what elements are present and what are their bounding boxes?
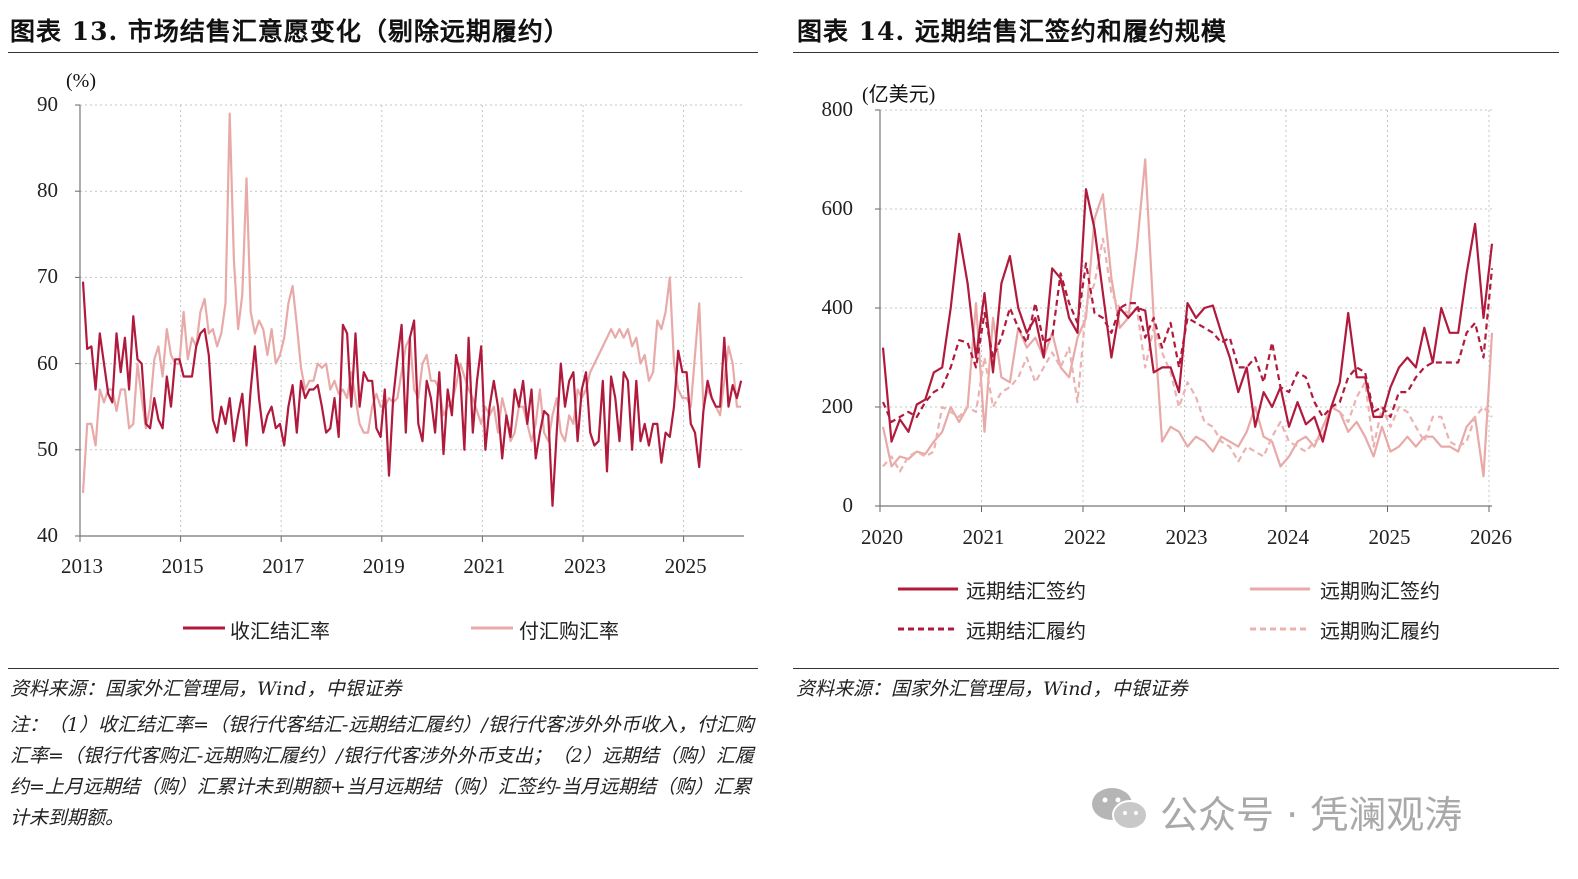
series-line-远期购汇履约 <box>882 237 1493 473</box>
y-tick-label: 0 <box>842 493 854 517</box>
watermark-text: 公众号 · 凭澜观涛 <box>1160 793 1463 837</box>
y-tick-label: 40 <box>37 523 58 547</box>
x-tick-label: 2022 <box>1064 525 1106 549</box>
left-source: 资料来源：国家外汇管理局，Wind，中银证券 <box>10 678 402 700</box>
x-tick-label: 2025 <box>664 554 707 578</box>
left-chart-title: 图表 13. 市场结售汇意愿变化（剔除远期履约） <box>10 17 570 46</box>
y-tick-label: 90 <box>37 92 58 116</box>
y-tick-label: 60 <box>37 350 58 375</box>
y-tick-label: 50 <box>37 436 58 461</box>
y-tick-label: 80 <box>37 178 58 203</box>
right-chart-title: 图表 14. 远期结售汇签约和履约规模 <box>797 17 1227 46</box>
legend-label-payment-purchase: 付汇购汇率 <box>519 619 619 643</box>
legend-label-fwd-settle-sign: 远期结汇签约 <box>966 579 1086 603</box>
y-tick-label: 200 <box>821 394 854 418</box>
x-tick-label: 2020 <box>861 525 903 549</box>
left-title-rule <box>8 52 758 53</box>
x-tick-label: 2023 <box>1165 525 1208 549</box>
legend-label-fwd-purchase-perform: 远期购汇履约 <box>1320 619 1440 643</box>
x-tick-label: 2025 <box>1368 525 1411 549</box>
left-footer-rule <box>8 668 758 669</box>
y-tick-label: 600 <box>821 196 854 220</box>
x-tick-label: 2026 <box>1470 525 1512 549</box>
y-tick-label: 70 <box>37 264 58 289</box>
series-line-远期结汇履约 <box>881 262 1494 423</box>
right-y-unit: (亿美元) <box>862 84 936 106</box>
series-line-远期结汇签约 <box>881 188 1494 443</box>
x-tick-label: 2021 <box>962 525 1005 549</box>
y-tick-label: 400 <box>821 295 854 319</box>
right-title-rule <box>793 52 1559 53</box>
legend-label-fwd-settle-perform: 远期结汇履约 <box>966 619 1086 643</box>
legend-label-fwd-purchase-sign: 远期购汇签约 <box>1320 579 1440 603</box>
x-tick-label: 2013 <box>61 554 103 578</box>
right-footer-rule <box>793 668 1559 669</box>
x-tick-label: 2017 <box>262 554 305 578</box>
x-tick-label: 2024 <box>1267 525 1309 549</box>
series-line-远期购汇签约 <box>881 158 1494 478</box>
x-tick-label: 2015 <box>161 554 204 578</box>
x-tick-label: 2021 <box>463 554 506 578</box>
left-y-unit: (%) <box>66 70 96 92</box>
series-line-付汇购汇率 <box>81 112 742 493</box>
y-tick-label: 800 <box>821 97 854 121</box>
left-note: 注：（1）收汇结汇率=（银行代客结汇-远期结汇履约）/银行代客涉外外币收入，付汇… <box>10 714 754 829</box>
series-line-收汇结汇率 <box>81 281 743 507</box>
right-source: 资料来源：国家外汇管理局，Wind，中银证券 <box>796 678 1188 700</box>
x-tick-label: 2019 <box>362 554 405 578</box>
wechat-icon <box>1090 785 1150 837</box>
legend-label-receipt-settlement: 收汇结汇率 <box>230 619 330 643</box>
x-tick-label: 2023 <box>564 554 606 578</box>
